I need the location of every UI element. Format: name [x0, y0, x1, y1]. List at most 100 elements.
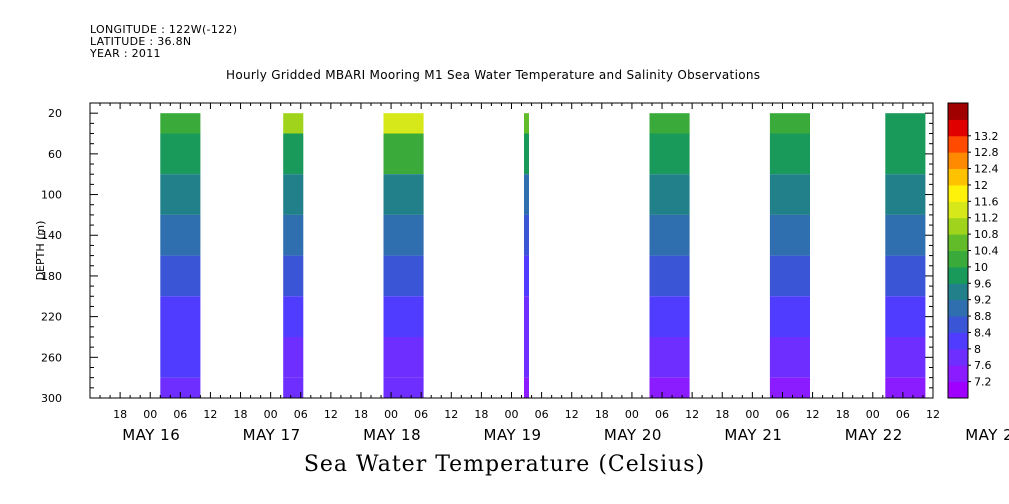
x-tick-label: 12 [203, 408, 217, 421]
colorbar-swatch [948, 184, 968, 202]
colorbar-label: 7.6 [974, 359, 992, 372]
data-cell [283, 337, 304, 378]
colorbar-label: 9.6 [974, 277, 992, 290]
y-tick-label: 140 [41, 229, 62, 242]
x-tick-label: 06 [535, 408, 549, 421]
colorbar-swatch [948, 283, 968, 301]
data-cell [885, 174, 926, 215]
x-tick-label: 00 [505, 408, 519, 421]
data-cell [769, 337, 810, 378]
x-tick-label: 00 [745, 408, 759, 421]
data-cell [649, 377, 690, 398]
colorbar-label: 11.2 [974, 212, 999, 225]
x-tick-label: 12 [565, 408, 579, 421]
colorbar-swatch [948, 250, 968, 268]
data-cell [769, 255, 810, 297]
x-tick-label: 18 [474, 408, 488, 421]
colorbar-swatch [948, 381, 968, 399]
data-cell [283, 174, 304, 215]
x-tick-label: 00 [625, 408, 639, 421]
colorbar-swatch [948, 348, 968, 366]
data-cell [383, 255, 424, 297]
data-cell [383, 174, 424, 215]
colorbar-label: 8.4 [974, 326, 992, 339]
data-cell [160, 113, 201, 134]
data-cell [769, 377, 810, 398]
colorbar-label: 12.8 [974, 146, 999, 159]
x-tick-label: 00 [384, 408, 398, 421]
chart-footer-title: Sea Water Temperature (Celsius) [303, 452, 706, 477]
data-cell [283, 113, 304, 134]
data-cell [160, 337, 201, 378]
data-cell [649, 296, 690, 337]
data-cell [383, 214, 424, 256]
x-tick-label: 12 [685, 408, 699, 421]
data-cell [283, 255, 304, 297]
data-cell [160, 296, 201, 337]
colorbar-swatch [948, 316, 968, 333]
x-tick-label: 06 [294, 408, 308, 421]
chart-title: Hourly Gridded MBARI Mooring M1 Sea Wate… [226, 68, 761, 82]
x-tick-label: 18 [595, 408, 609, 421]
colorbar-label: 8 [974, 343, 981, 356]
x-day-label: MAY 18 [363, 426, 421, 444]
x-day-label: MAY 21 [724, 426, 782, 444]
y-tick-label: 300 [41, 392, 62, 405]
x-day-label: MAY 16 [122, 426, 180, 444]
data-cell [383, 377, 424, 398]
data-cell [524, 377, 529, 398]
colorbar-label: 8.8 [974, 310, 992, 323]
colorbar-label: 13.2 [974, 130, 999, 143]
colorbar-label: 10.4 [974, 245, 999, 258]
x-tick-label: 12 [926, 408, 940, 421]
colorbar-swatch [948, 266, 968, 284]
data-cell [769, 296, 810, 337]
data-cell [885, 377, 926, 398]
data-cell [649, 255, 690, 297]
colorbar-label: 10 [974, 261, 988, 274]
x-tick-label: 06 [414, 408, 428, 421]
x-day-label: MAY 19 [484, 426, 542, 444]
data-cell [885, 255, 926, 297]
colorbar-label: 9.2 [974, 294, 992, 307]
data-cell [649, 337, 690, 378]
data-cell [649, 113, 690, 134]
colorbar-label: 12 [974, 179, 988, 192]
x-tick-label: 12 [444, 408, 458, 421]
y-tick-label: 100 [41, 189, 62, 202]
x-day-label: MAY 17 [243, 426, 301, 444]
x-tick-label: 18 [113, 408, 127, 421]
data-cell [283, 133, 304, 175]
x-tick-label: 18 [234, 408, 248, 421]
x-tick-label: 12 [806, 408, 820, 421]
x-tick-label: 06 [775, 408, 789, 421]
x-day-label: MAY 23 [965, 426, 1009, 444]
data-cell [383, 296, 424, 337]
colorbar-swatch [948, 135, 968, 153]
data-cell [524, 133, 529, 175]
data-cell [885, 133, 926, 175]
data-cell [160, 133, 201, 175]
x-tick-label: 12 [324, 408, 338, 421]
y-tick-label: 60 [48, 148, 62, 161]
x-day-label: MAY 22 [845, 426, 903, 444]
y-tick-label: 260 [41, 351, 62, 364]
data-cell [769, 214, 810, 256]
data-cell [524, 337, 529, 378]
data-cell [383, 133, 424, 175]
data-cell [283, 377, 304, 398]
data-cell [524, 174, 529, 215]
x-tick-label: 00 [264, 408, 278, 421]
y-tick-label: 220 [41, 311, 62, 324]
colorbar-swatch [948, 201, 968, 219]
data-cell [649, 133, 690, 175]
x-tick-label: 18 [354, 408, 368, 421]
x-tick-label: 00 [143, 408, 157, 421]
data-cell [885, 113, 926, 134]
colorbar-label: 10.8 [974, 228, 999, 241]
colorbar-label: 12.4 [974, 163, 999, 176]
colorbar-swatch [948, 103, 968, 120]
x-tick-label: 06 [655, 408, 669, 421]
data-cell [524, 255, 529, 297]
